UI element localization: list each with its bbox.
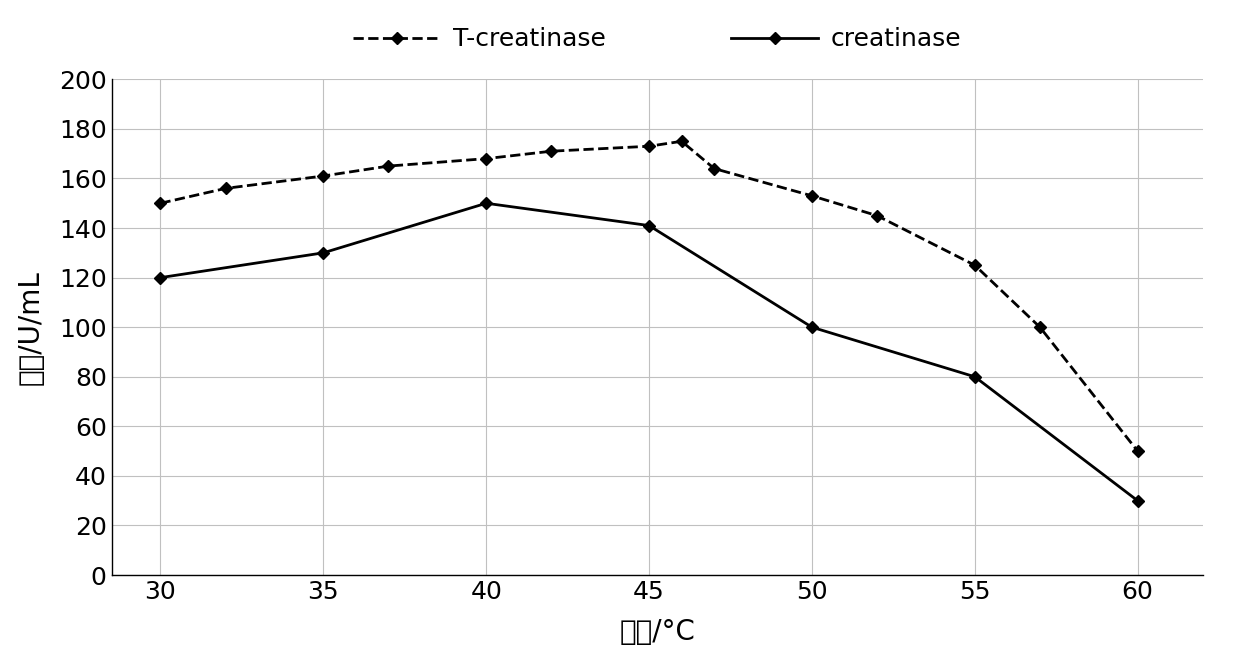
T-creatinase bbox=[869, 212, 884, 219]
creatinase bbox=[1130, 497, 1145, 505]
T-creatinase bbox=[218, 184, 233, 192]
T-creatinase bbox=[479, 155, 494, 163]
Y-axis label: 酶活/U/mL: 酶活/U/mL bbox=[17, 270, 45, 385]
Line: T-creatinase: T-creatinase bbox=[156, 137, 1142, 455]
T-creatinase bbox=[1130, 447, 1145, 455]
T-creatinase bbox=[707, 165, 722, 173]
creatinase bbox=[479, 200, 494, 208]
T-creatinase bbox=[1033, 323, 1048, 331]
T-creatinase bbox=[316, 172, 331, 180]
Legend: T-creatinase, creatinase: T-creatinase, creatinase bbox=[353, 27, 961, 52]
creatinase bbox=[967, 373, 982, 381]
X-axis label: 温度/°C: 温度/°C bbox=[619, 618, 696, 646]
T-creatinase bbox=[967, 261, 982, 269]
creatinase bbox=[316, 249, 331, 257]
T-creatinase bbox=[675, 137, 689, 145]
Line: creatinase: creatinase bbox=[156, 199, 1142, 505]
T-creatinase bbox=[641, 142, 656, 150]
T-creatinase bbox=[153, 200, 167, 208]
T-creatinase bbox=[544, 147, 559, 155]
T-creatinase bbox=[381, 162, 396, 170]
creatinase bbox=[641, 221, 656, 229]
T-creatinase bbox=[805, 192, 820, 200]
creatinase bbox=[805, 323, 820, 331]
creatinase bbox=[153, 274, 167, 282]
